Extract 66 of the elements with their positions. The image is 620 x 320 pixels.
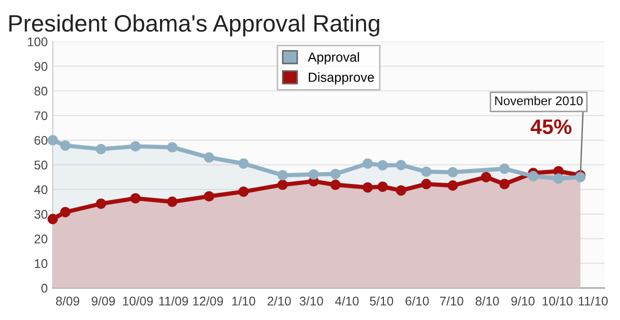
point (130, 141, 141, 152)
x-tick-label: 6/10 (406, 296, 429, 306)
y-tick-label: 20 (34, 234, 48, 244)
x-tick-label: 10/10 (542, 296, 573, 306)
point (330, 180, 341, 190)
point (238, 158, 249, 169)
x-tick-label: 12/09 (193, 296, 223, 306)
annotation: November 2010 (495, 96, 583, 106)
y-tick-label: 60 (34, 136, 48, 145)
point (96, 144, 106, 154)
y-tick-label: 30 (34, 210, 48, 219)
point (60, 206, 71, 218)
y-tick-label: 0 (41, 284, 48, 293)
point (130, 193, 141, 204)
point (362, 158, 373, 169)
x-tick-label: 3/10 (300, 296, 324, 306)
point (47, 214, 58, 224)
point (396, 185, 406, 196)
y-tick-label: 40 (34, 185, 48, 194)
point (528, 170, 538, 182)
x-tick-label: 5/10 (370, 296, 394, 306)
point (377, 160, 388, 170)
y-tick-label: 70 (34, 111, 48, 120)
x-tick-label: 9/10 (511, 296, 535, 306)
point (204, 191, 214, 202)
point (448, 166, 458, 178)
point (480, 172, 492, 182)
x-tick-label: 10/09 (123, 296, 153, 306)
point (277, 170, 288, 180)
point (499, 178, 510, 190)
y-tick-label: 10 (34, 259, 48, 268)
x-tick-label: 8/10 (476, 296, 499, 306)
legend-label: Approval (308, 52, 359, 64)
point (238, 186, 249, 197)
x-tick-label: 2/10 (268, 296, 291, 306)
point (277, 180, 288, 190)
point (308, 169, 319, 180)
point (377, 182, 388, 192)
x-tick-label: 1/10 (232, 296, 256, 306)
point (60, 140, 71, 151)
y-tick-label: 80 (34, 86, 48, 96)
x-tick-label: 8/09 (56, 296, 80, 306)
point (330, 168, 341, 180)
point (47, 134, 58, 146)
point (421, 178, 432, 190)
legend-label: Disapprove (308, 72, 374, 85)
y-tick-label: 100 (28, 37, 48, 46)
y-tick-label: 50 (34, 160, 48, 170)
point (396, 160, 406, 170)
point (204, 152, 214, 163)
x-tick-label: 4/10 (335, 296, 359, 306)
x-tick-label: 9/09 (92, 296, 115, 306)
point (362, 182, 373, 193)
point (499, 164, 510, 174)
point (553, 173, 564, 184)
x-tick-label: 11/09 (159, 296, 188, 306)
point (421, 166, 432, 177)
annotation: 45% (530, 119, 572, 134)
point (96, 198, 106, 209)
x-tick-label: 11/10 (578, 296, 608, 306)
x-tick-label: 7/10 (440, 296, 464, 306)
chart-title: President Obama's Approval Rating (9, 14, 380, 36)
y-tick-label: 90 (34, 62, 48, 71)
point (167, 142, 178, 153)
point (167, 196, 178, 207)
point (448, 180, 458, 191)
